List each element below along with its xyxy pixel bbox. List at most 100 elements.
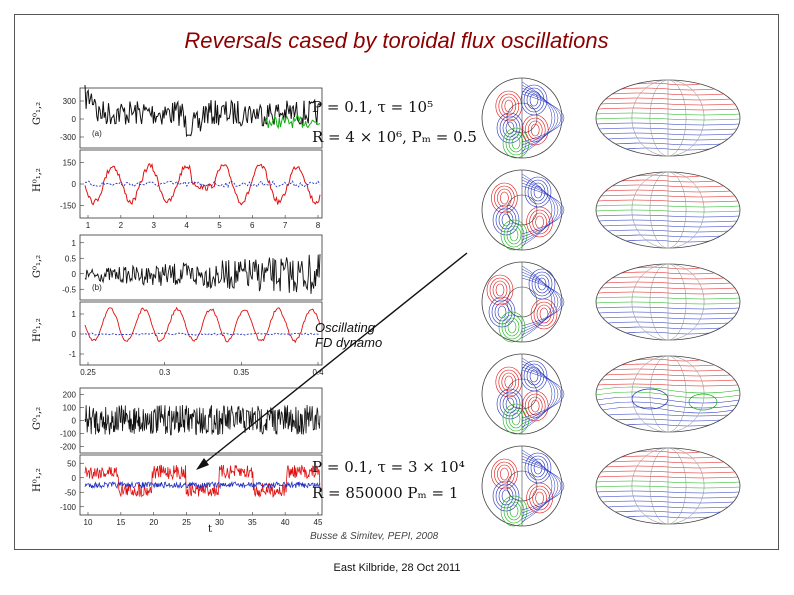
field-plot-row: [481, 261, 741, 343]
meridian-gridline: [631, 447, 705, 525]
contour-line: [535, 215, 544, 229]
contour-line: [499, 115, 521, 141]
contour-line: [530, 123, 540, 137]
contour-line: [511, 136, 521, 150]
contour-line: [504, 317, 520, 337]
contour-line: [532, 212, 547, 232]
contour-line: [492, 480, 520, 512]
field-line: [521, 274, 562, 330]
x-tick-label: 0.35: [234, 368, 250, 377]
arrow-head: [196, 458, 209, 470]
contour-line: [501, 372, 517, 392]
panel-b: 10.50-0.510-10.250.30.350.4 G⁰₁,₂ H⁰₁,₂ …: [32, 234, 324, 377]
field-plot-row: [481, 77, 741, 159]
x-tick-label: 45: [314, 518, 323, 527]
contour-line: [526, 206, 553, 238]
contour-line: [505, 130, 527, 156]
field-plot-row: [481, 353, 741, 435]
panel-c-top-ylabel: G⁰₁,₂: [32, 407, 43, 430]
x-tick-label: 1: [86, 221, 91, 230]
y-tick-label: -300: [60, 133, 77, 142]
x-tick-label: 20: [149, 518, 158, 527]
contour-line: [529, 485, 550, 511]
panel-c-bottom-frame: [79, 454, 323, 516]
arrow-line: [201, 252, 468, 466]
slide-frame: [14, 14, 779, 550]
contour-line: [509, 228, 519, 242]
contour-line: [494, 461, 515, 487]
panel-b-top-ylabel: G⁰₁,₂: [32, 255, 43, 278]
panel-c: 200 100 0 -100 -200 50 0 -50 -100 10 15 20 25 30 35 40 4…: [32, 387, 323, 535]
y-tick-label: 0: [72, 474, 77, 483]
contour-line: [530, 399, 540, 413]
contour-line: [511, 412, 521, 426]
x-tick-label: 8: [316, 221, 321, 230]
oscillating-dynamo-note: Oscillating FD dynamo: [315, 320, 383, 350]
contour-line: [530, 298, 558, 330]
field-line: [521, 363, 559, 425]
contour-line: [527, 455, 549, 481]
panel-a-green-series: [264, 115, 321, 130]
contour-line: [524, 452, 552, 484]
y-tick-label: -1: [69, 350, 77, 359]
x-tick-label: 6: [250, 221, 255, 230]
contour-line: [491, 182, 518, 214]
contour-line: [527, 179, 549, 205]
panel-c-xlabel: t: [208, 524, 212, 535]
field-line: [521, 277, 565, 327]
y-tick-label: -50: [64, 488, 76, 497]
x-tick-label: 5: [217, 221, 222, 230]
contour-line: [508, 133, 524, 153]
y-tick-label: 0: [72, 417, 77, 426]
panel-a-top-ylabel: G⁰₁,₂: [32, 102, 43, 125]
top-equation-line-1: P = 0.1, τ = 10⁵: [312, 98, 434, 116]
meridian-gridline: [631, 171, 705, 249]
contour-line: [496, 388, 524, 420]
contour-line: [498, 93, 520, 119]
field-line: [521, 357, 553, 431]
panel-a-blue-series: [84, 180, 321, 189]
field-plot-row: [481, 445, 741, 527]
contour-line: [501, 314, 523, 340]
contour-line: [533, 301, 555, 327]
contour-line: [509, 504, 519, 518]
field-line: [521, 90, 562, 146]
field-line: [521, 87, 559, 149]
x-tick-label: 30: [215, 518, 224, 527]
y-tick-label: 0: [72, 270, 77, 279]
contour-line: [533, 461, 543, 475]
field-line: [521, 458, 562, 514]
contour-line: [500, 467, 509, 481]
panel-a-red-series: [84, 162, 321, 206]
field-plot-row: [481, 169, 741, 251]
contour-line: [504, 99, 514, 113]
contour-line: [498, 311, 526, 343]
contour-line: [631, 388, 669, 410]
panel-b-blue-series: [84, 332, 321, 336]
y-tick-label: 150: [63, 159, 77, 168]
y-tick-label: 0: [72, 330, 77, 339]
x-tick-label: 25: [182, 518, 191, 527]
y-tick-label: -200: [60, 443, 77, 452]
contour-line: [503, 222, 525, 248]
y-tick-label: 300: [63, 97, 77, 106]
contour-line: [531, 271, 553, 297]
field-line: [521, 185, 565, 235]
field-line: [521, 81, 553, 155]
contour-line: [688, 393, 718, 411]
meridian-gridline: [631, 79, 705, 157]
contour-line: [494, 185, 515, 211]
x-tick-label: 2: [119, 221, 124, 230]
field-line: [521, 93, 565, 143]
field-plots: [481, 77, 741, 527]
x-tick-label: 4: [184, 221, 189, 230]
y-tick-label: 200: [63, 391, 77, 400]
panel-b-label: (b): [92, 283, 102, 292]
field-line: [521, 271, 559, 333]
contour-line: [536, 304, 552, 324]
top-equation-line-2: R = 4 × 10⁶, Pₘ = 0.5: [312, 128, 477, 146]
contour-line: [532, 488, 547, 508]
bottom-equation-line-2: R = 850000 Pₘ = 1: [312, 484, 459, 502]
